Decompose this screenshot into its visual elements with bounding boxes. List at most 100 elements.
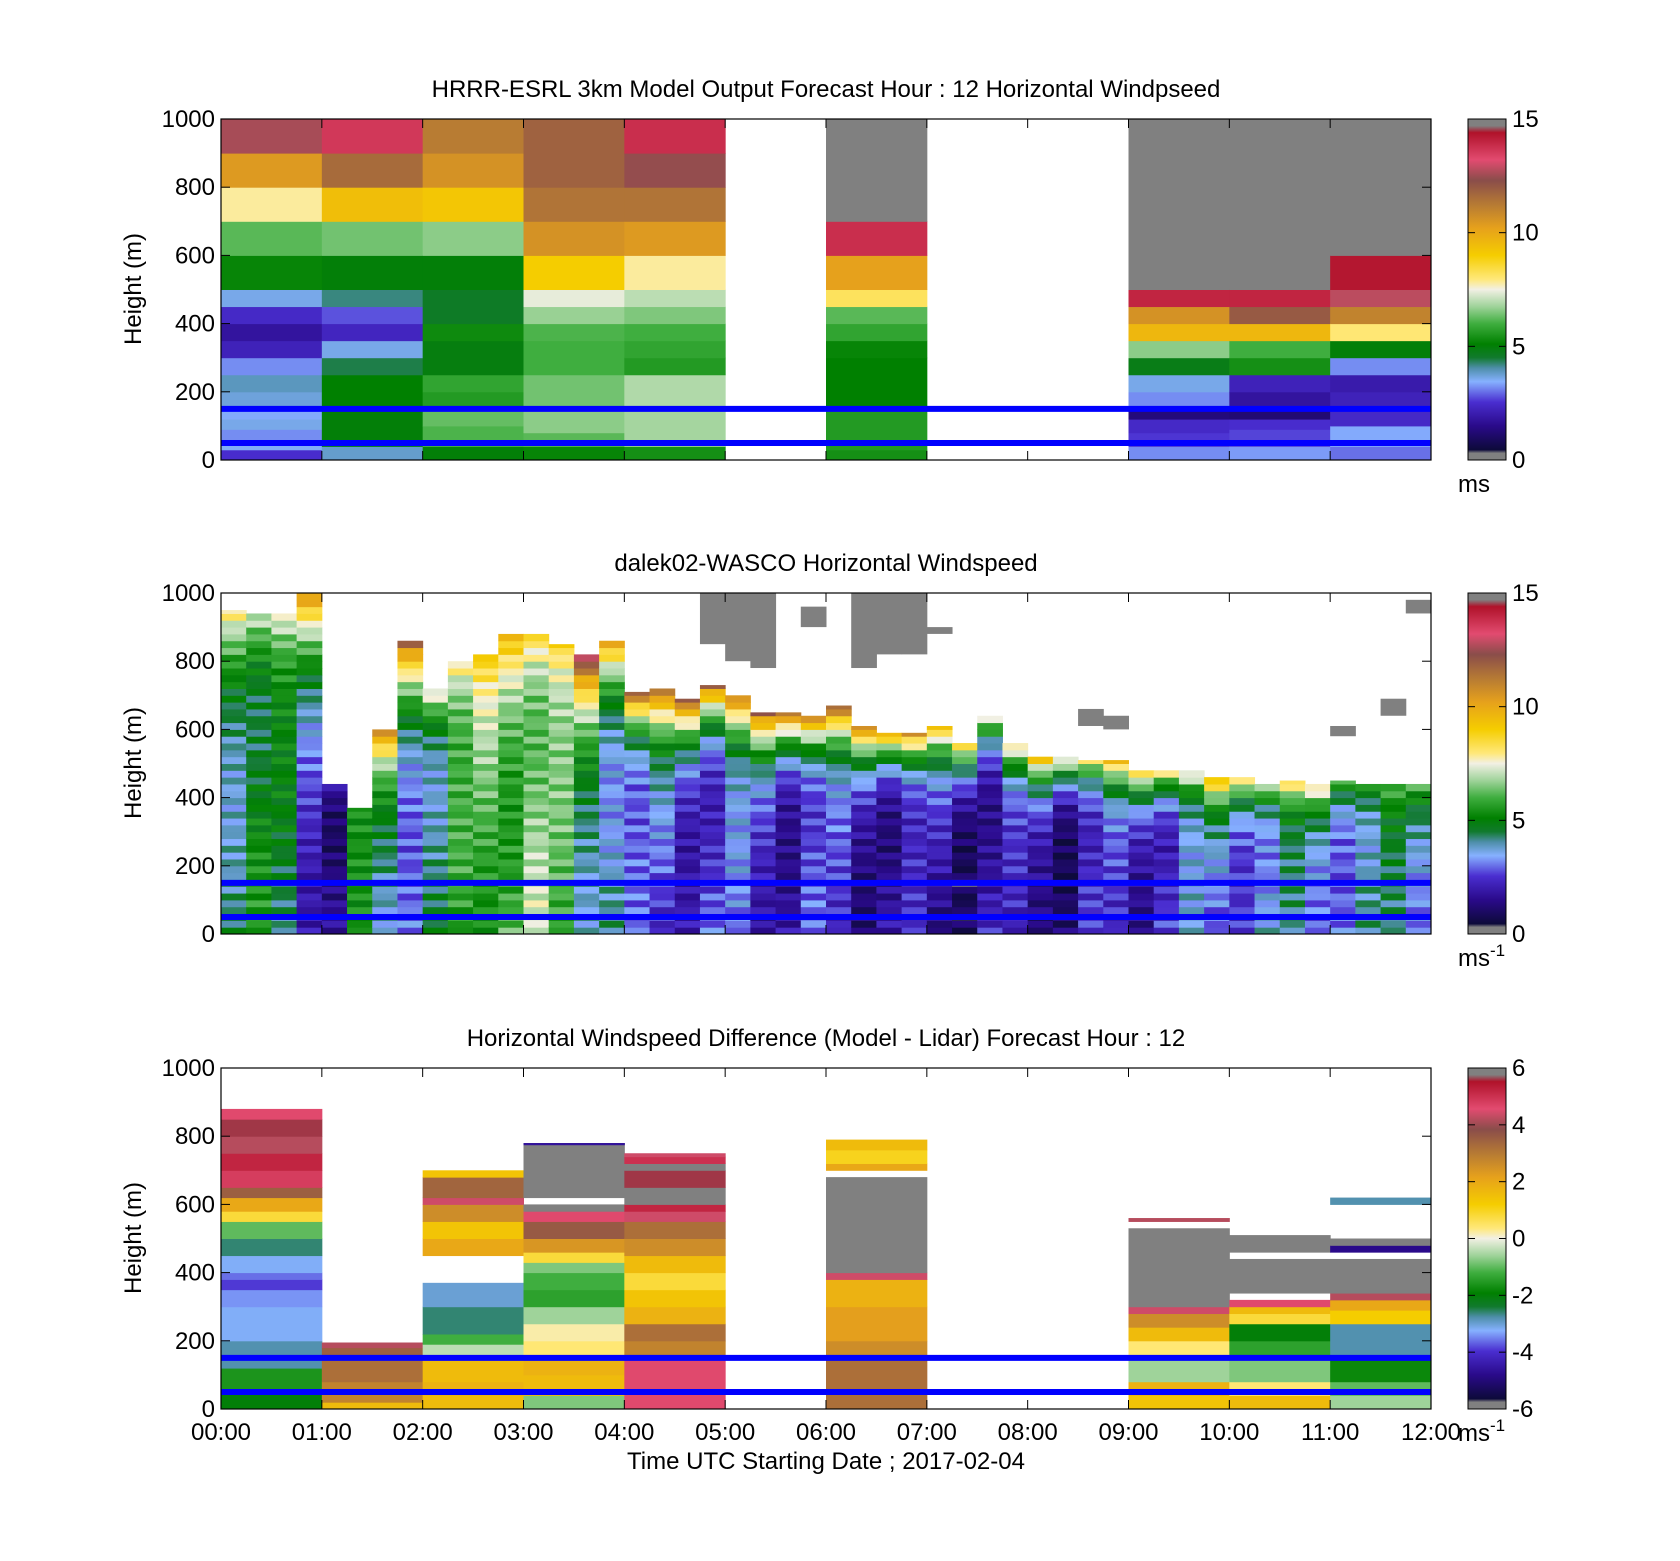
heatmap-cell	[699, 818, 726, 826]
heatmap-cell	[750, 831, 777, 840]
heatmap-cell	[1128, 777, 1155, 785]
heatmap-cell	[1204, 777, 1230, 785]
heatmap-cell	[1153, 845, 1180, 853]
heatmap-cell	[548, 674, 575, 683]
heatmap-cell	[725, 858, 751, 867]
heatmap-cell	[548, 899, 575, 908]
heatmap-cell	[851, 858, 877, 867]
x-tick-label: 09:00	[1098, 1419, 1158, 1446]
heatmap-cell	[775, 858, 802, 867]
heatmap-cell	[624, 1323, 726, 1342]
heatmap-cell	[296, 708, 323, 717]
heatmap-cell	[649, 838, 676, 846]
heatmap-cell	[649, 831, 676, 840]
heatmap-cell	[372, 790, 398, 799]
heatmap-cell	[901, 852, 928, 860]
heatmap-cell	[826, 1139, 928, 1151]
x-tick-label: 02:00	[393, 1419, 453, 1446]
heatmap-cell	[347, 886, 373, 894]
heatmap-cell	[1380, 783, 1407, 792]
heatmap-cell	[851, 865, 877, 874]
heatmap-cell	[1002, 852, 1029, 860]
heatmap-cell	[523, 865, 550, 874]
heatmap-cell	[1078, 783, 1104, 792]
heatmap-cell	[1002, 811, 1029, 819]
heatmap-cell	[498, 783, 524, 792]
heatmap-cell	[1204, 811, 1230, 819]
heatmap-cell	[926, 756, 953, 764]
colorbar-tick-label: 5	[1512, 807, 1525, 834]
heatmap-cell	[699, 838, 726, 846]
heatmap-cell	[699, 865, 726, 874]
heatmap-cell	[498, 838, 524, 846]
heatmap-cell	[548, 756, 575, 764]
heatmap-cell	[876, 865, 903, 874]
heatmap-cell	[826, 824, 852, 833]
heatmap-cell	[447, 715, 474, 724]
heatmap-cell	[699, 756, 726, 764]
heatmap-cell	[599, 647, 625, 655]
heatmap-cell	[221, 1306, 323, 1342]
heatmap-cell	[246, 756, 272, 764]
heatmap-cell	[221, 674, 247, 683]
heatmap-cell	[1405, 811, 1431, 819]
heatmap-cell	[422, 153, 524, 188]
heatmap-cell	[876, 811, 903, 819]
heatmap-cell	[246, 852, 272, 860]
heatmap-cell	[271, 729, 298, 737]
heatmap-cell	[750, 593, 777, 669]
heatmap-cell	[674, 715, 701, 724]
heatmap-cell	[1254, 838, 1281, 846]
heatmap-cell	[725, 736, 751, 744]
heatmap-cell	[498, 743, 524, 751]
heatmap-cell	[397, 886, 424, 894]
heatmap-cell	[573, 695, 600, 703]
heatmap-cell	[800, 606, 827, 628]
heatmap-cell	[1229, 858, 1256, 867]
heatmap-cell	[1355, 811, 1382, 819]
heatmap-cell	[977, 797, 1003, 805]
heatmap-cell	[599, 886, 625, 894]
heatmap-cell	[347, 920, 373, 928]
heatmap-cell	[422, 824, 449, 833]
heatmap-cell	[447, 790, 474, 799]
heatmap-cell	[775, 729, 802, 737]
heatmap-cell	[523, 824, 550, 833]
heatmap-cell	[1254, 865, 1281, 874]
heatmap-cell	[422, 715, 449, 724]
heatmap-cell	[1380, 872, 1407, 880]
heatmap-cell	[473, 736, 499, 744]
heatmap-cell	[750, 845, 777, 853]
heatmap-cell	[851, 797, 877, 805]
y-tick-label: 1000	[162, 580, 215, 607]
heatmap-cell	[1330, 838, 1356, 846]
heatmap-cell	[1078, 838, 1104, 846]
heatmap-cell	[699, 777, 726, 785]
heatmap-cell	[1128, 1228, 1230, 1308]
heatmap-cell	[573, 858, 600, 867]
heatmap-cell	[901, 872, 928, 880]
heatmap-cell	[221, 654, 247, 662]
heatmap-cell	[1103, 886, 1129, 894]
heatmap-cell	[1002, 743, 1029, 751]
heatmap-cell	[498, 831, 524, 840]
heatmap-cell	[750, 756, 777, 764]
heatmap-cell	[1380, 797, 1407, 805]
heatmap-cell	[1027, 845, 1054, 853]
heatmap-cell	[599, 872, 625, 880]
heatmap-cell	[952, 899, 978, 908]
heatmap-cell	[624, 187, 726, 222]
heatmap-cell	[271, 770, 298, 778]
heatmap-cell	[447, 845, 474, 853]
heatmap-cell	[977, 715, 1003, 724]
heatmap-cell	[473, 654, 499, 662]
heatmap-cell	[296, 872, 323, 880]
heatmap-cell	[498, 708, 524, 717]
heatmap-cell	[1027, 756, 1054, 764]
heatmap-cell	[498, 906, 524, 915]
heatmap-cell	[926, 818, 953, 826]
heatmap-cell	[573, 852, 600, 860]
heatmap-cell	[1027, 831, 1054, 840]
heatmap-cell	[1229, 408, 1331, 420]
heatmap-cell	[1128, 323, 1230, 342]
